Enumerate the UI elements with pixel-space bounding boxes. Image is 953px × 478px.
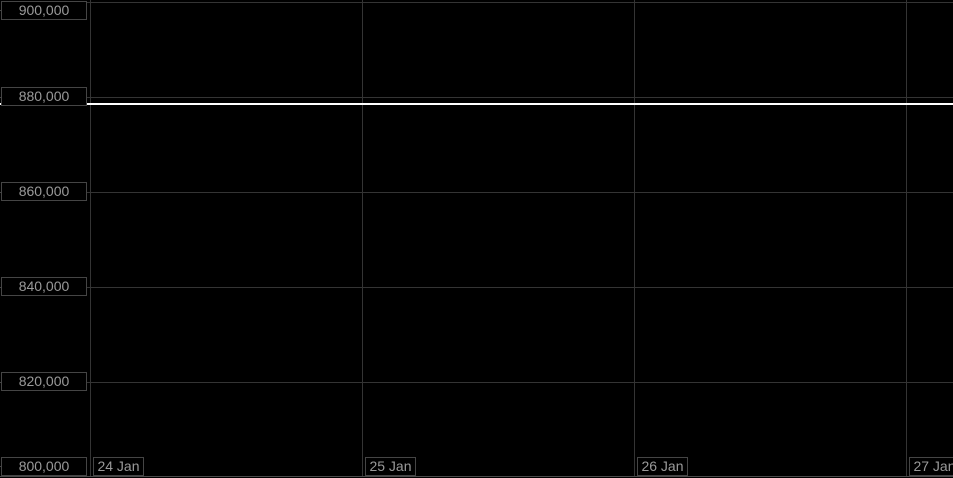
v-gridline-25jan [362,0,363,477]
h-gridline-880000 [87,97,953,98]
x-axis-line [0,476,953,477]
v-gridline-24jan [90,0,91,477]
y-axis-label-840000: 840,000 [1,277,87,296]
y-axis-label-860000: 860,000 [1,182,87,201]
h-gridline-860000 [87,192,953,193]
x-axis-label-27jan: 27 Jan [909,457,953,476]
price-line [0,103,953,105]
h-gridline-840000 [87,287,953,288]
v-gridline-26jan [634,0,635,477]
x-axis-label-24jan: 24 Jan [93,457,144,476]
h-gridline-820000 [87,382,953,383]
v-gridline-27jan [906,0,907,477]
y-axis-label-880000: 880,000 [1,87,87,106]
y-axis-label-900000: 900,000 [1,1,87,20]
y-axis-label-820000: 820,000 [1,372,87,391]
y-axis-label-800000: 800,000 [1,457,87,476]
h-gridline-900000 [87,2,953,3]
x-axis-label-26jan: 26 Jan [637,457,688,476]
x-axis-label-25jan: 25 Jan [365,457,416,476]
